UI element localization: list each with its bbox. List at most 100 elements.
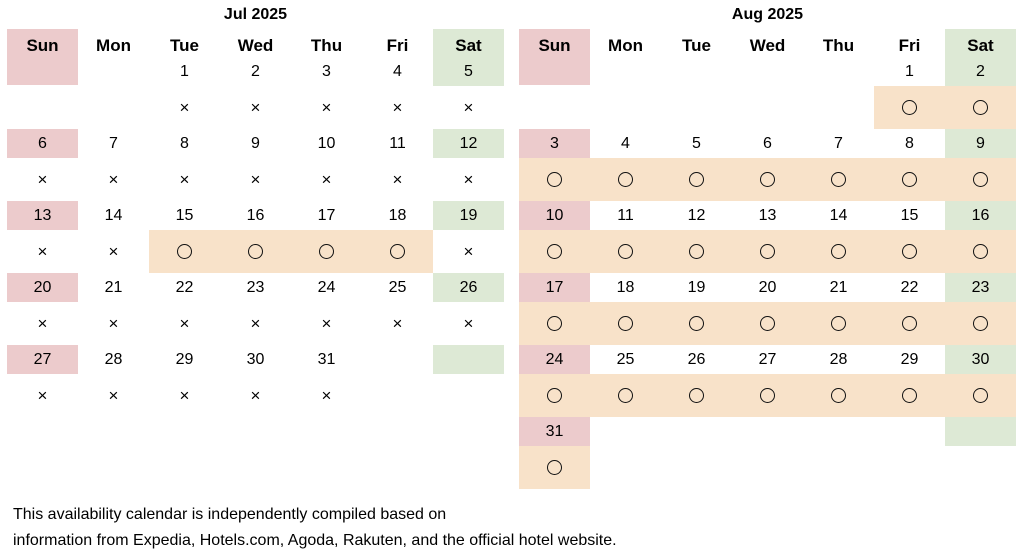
- available-circle-icon: [760, 316, 775, 332]
- unavailable-cross-icon: ×: [179, 386, 190, 405]
- weekday-header-wed: Wed: [749, 36, 786, 55]
- day-availability: [945, 374, 1016, 417]
- unavailable-cross-icon: ×: [321, 170, 332, 189]
- available-circle-icon: [831, 244, 846, 260]
- unavailable-cross-icon: ×: [392, 170, 403, 189]
- day-availability: ×: [149, 302, 220, 345]
- available-circle-icon: [248, 244, 263, 260]
- day-number: 16: [246, 207, 265, 224]
- available-circle-icon: [973, 244, 988, 260]
- day-number: 28: [104, 351, 123, 368]
- day-availability: ×: [220, 374, 291, 417]
- available-circle-icon: [689, 172, 704, 188]
- unavailable-cross-icon: ×: [392, 98, 403, 117]
- day-number: 16: [945, 201, 1016, 230]
- day-number: 5: [692, 135, 701, 152]
- available-circle-icon: [831, 316, 846, 332]
- day-number: 3: [519, 129, 590, 158]
- day-availability: ×: [220, 86, 291, 129]
- day-availability: ×: [291, 86, 362, 129]
- available-circle-icon: [902, 172, 917, 188]
- day-number: 22: [175, 279, 194, 296]
- unavailable-cross-icon: ×: [250, 170, 261, 189]
- unavailable-cross-icon: ×: [37, 386, 48, 405]
- day-availability: ×: [78, 302, 149, 345]
- calendar-july: Jul 2025 Sun Mon Tue Wed Thu Fri Sat 1 × 2 × 3 × 4 × 5 ×…: [7, 0, 504, 488]
- weekday-header-thu: Thu: [822, 36, 855, 55]
- day-availability: ×: [362, 158, 433, 201]
- day-availability: ×: [433, 302, 504, 345]
- day-number: 11: [389, 135, 406, 152]
- available-circle-icon: [618, 388, 633, 404]
- day-number: 7: [834, 135, 843, 152]
- day-availability: [149, 230, 220, 273]
- unavailable-cross-icon: ×: [463, 98, 474, 117]
- day-availability: [874, 302, 945, 345]
- weekday-header-fri: Fri: [898, 36, 921, 55]
- day-number: 30: [945, 345, 1016, 374]
- day-availability: [803, 302, 874, 345]
- empty-weekend-cell: [433, 345, 504, 374]
- day-availability: ×: [78, 230, 149, 273]
- available-circle-icon: [547, 388, 562, 404]
- day-number: 5: [433, 57, 504, 86]
- day-number: 23: [945, 273, 1016, 302]
- day-number: 17: [317, 207, 336, 224]
- day-availability: [590, 230, 661, 273]
- day-availability: [803, 374, 874, 417]
- day-number: 9: [945, 129, 1016, 158]
- available-circle-icon: [902, 100, 917, 116]
- day-number: 6: [763, 135, 772, 152]
- day-availability: ×: [7, 302, 78, 345]
- day-number: 4: [621, 135, 630, 152]
- available-circle-icon: [760, 172, 775, 188]
- month-title: Aug 2025: [731, 6, 804, 23]
- weekday-header-tue: Tue: [170, 36, 199, 55]
- day-availability: [590, 374, 661, 417]
- available-circle-icon: [831, 172, 846, 188]
- available-circle-icon: [902, 244, 917, 260]
- day-number: 21: [829, 279, 848, 296]
- day-number: 9: [251, 135, 260, 152]
- day-availability: ×: [220, 302, 291, 345]
- day-availability: [220, 230, 291, 273]
- weekday-header-mon: Mon: [96, 36, 131, 55]
- day-number: 27: [758, 351, 777, 368]
- day-number: 8: [905, 135, 914, 152]
- available-circle-icon: [689, 316, 704, 332]
- day-number: 2: [251, 63, 260, 80]
- day-number: 8: [180, 135, 189, 152]
- unavailable-cross-icon: ×: [321, 314, 332, 333]
- day-number: 15: [175, 207, 194, 224]
- day-number: 3: [322, 63, 331, 80]
- day-number: 4: [393, 63, 402, 80]
- day-number: 12: [687, 207, 706, 224]
- day-number: 21: [104, 279, 123, 296]
- available-circle-icon: [547, 172, 562, 188]
- weekday-header-tue: Tue: [682, 36, 711, 55]
- day-availability: ×: [220, 158, 291, 201]
- day-availability: [519, 446, 590, 489]
- available-circle-icon: [973, 316, 988, 332]
- day-availability: [803, 158, 874, 201]
- day-number: 31: [519, 417, 590, 446]
- day-availability: [874, 374, 945, 417]
- day-number: 15: [900, 207, 919, 224]
- day-availability: [519, 158, 590, 201]
- day-number: 13: [7, 201, 78, 230]
- weekday-header-mon: Mon: [608, 36, 643, 55]
- unavailable-cross-icon: ×: [108, 242, 119, 261]
- day-availability: [661, 158, 732, 201]
- day-number: 7: [109, 135, 118, 152]
- day-availability: [519, 302, 590, 345]
- available-circle-icon: [689, 388, 704, 404]
- unavailable-cross-icon: ×: [179, 314, 190, 333]
- day-availability: [945, 86, 1016, 129]
- unavailable-cross-icon: ×: [37, 170, 48, 189]
- day-number: 6: [7, 129, 78, 158]
- day-availability: [590, 302, 661, 345]
- day-number: 10: [519, 201, 590, 230]
- available-circle-icon: [973, 172, 988, 188]
- day-availability: ×: [291, 374, 362, 417]
- day-number: 20: [7, 273, 78, 302]
